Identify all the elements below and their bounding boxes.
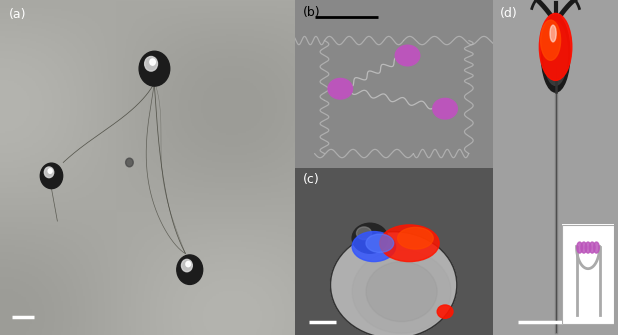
Circle shape (433, 98, 457, 119)
Circle shape (328, 78, 352, 99)
Text: (d): (d) (499, 7, 517, 20)
Circle shape (581, 242, 586, 253)
Circle shape (541, 15, 570, 92)
Ellipse shape (366, 234, 394, 252)
Circle shape (357, 227, 371, 240)
Circle shape (150, 59, 155, 65)
Text: (c): (c) (303, 173, 320, 186)
Ellipse shape (541, 20, 561, 60)
Circle shape (577, 242, 583, 253)
Circle shape (593, 242, 599, 253)
Circle shape (186, 261, 190, 267)
Circle shape (366, 262, 437, 322)
Circle shape (550, 25, 556, 42)
Circle shape (40, 163, 62, 189)
Ellipse shape (397, 227, 433, 249)
Circle shape (544, 22, 567, 85)
Circle shape (352, 250, 451, 333)
Ellipse shape (540, 13, 572, 80)
Ellipse shape (380, 225, 439, 262)
Circle shape (145, 57, 158, 71)
Circle shape (396, 45, 420, 66)
Circle shape (182, 259, 192, 272)
Ellipse shape (352, 231, 396, 262)
Circle shape (48, 169, 52, 173)
Circle shape (437, 305, 453, 318)
Circle shape (125, 158, 133, 167)
Circle shape (352, 223, 387, 253)
Circle shape (44, 167, 54, 178)
Circle shape (590, 242, 595, 253)
Text: (a): (a) (9, 8, 27, 21)
Circle shape (139, 51, 170, 86)
Circle shape (585, 242, 591, 253)
Text: (b): (b) (303, 6, 320, 19)
Circle shape (177, 255, 203, 284)
Circle shape (331, 231, 457, 335)
